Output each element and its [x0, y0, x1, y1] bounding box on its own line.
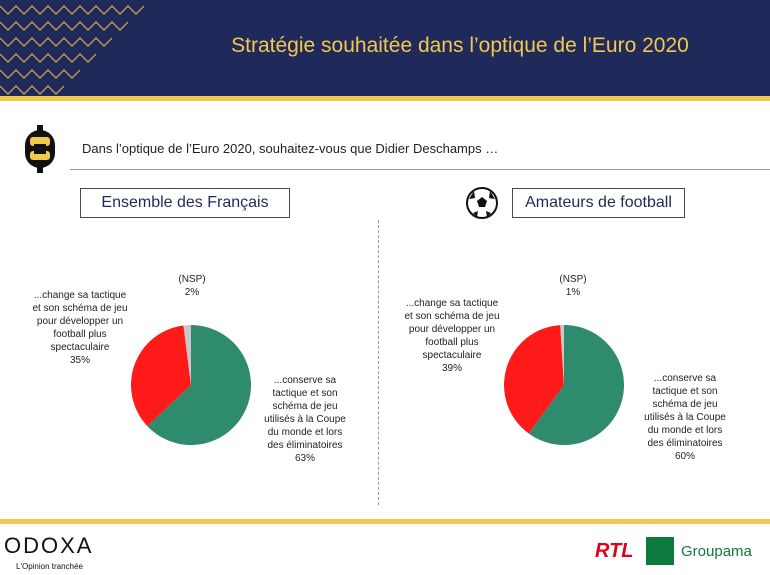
groupama-logo: Groupama	[681, 543, 752, 560]
footer-rule	[0, 519, 770, 524]
label-change-fans: ...change sa tactique et son schéma de j…	[394, 297, 510, 375]
label-line: du monde et lors	[267, 427, 343, 438]
label-line: ...change sa tactique	[33, 290, 127, 301]
odoxa-logo: ODOXA	[4, 533, 94, 558]
pie-chart-fans	[503, 325, 624, 445]
pie-slice-0	[528, 325, 624, 445]
page-title: Stratégie souhaitée dans l’optique de l’…	[231, 34, 689, 57]
odoxa-tagline: L'Opinion tranchée	[16, 562, 83, 571]
label-value: 35%	[69, 355, 90, 366]
question-text: Dans l’optique de l’Euro 2020, souhaitez…	[82, 141, 499, 156]
header-rule	[0, 96, 770, 101]
label-value: 39%	[441, 363, 462, 374]
label-line: et son schéma de jeu	[32, 303, 128, 314]
pie-slice-1	[131, 325, 191, 427]
groupama-logo-icon	[646, 537, 674, 565]
label-nsp-all: (NSP) 2%	[162, 273, 222, 299]
label-line: ...change sa tactique	[405, 298, 499, 309]
label-line: des éliminatoires	[267, 440, 343, 451]
question-rule	[70, 169, 770, 170]
label-line: spectaculaire	[50, 342, 110, 353]
label-line: utilisés à la Coupe	[644, 412, 726, 423]
pie-slice-1	[503, 325, 564, 434]
label-line: des éliminatoires	[647, 438, 723, 449]
label-line: schéma de jeu	[652, 399, 718, 410]
label-line: tactique et son	[272, 388, 338, 399]
label-line: ...conserve sa	[273, 375, 337, 386]
label-line: du monde et lors	[647, 425, 723, 436]
label-value: 2%	[184, 287, 200, 298]
label-value: 1%	[565, 287, 581, 298]
odoxa-question-icon	[25, 125, 55, 173]
label-line: pour développer un	[36, 316, 124, 327]
label-line: ...conserve sa	[653, 373, 717, 384]
label-conserve-all: ...conserve sa tactique et son schéma de…	[255, 374, 355, 465]
label-line: schéma de jeu	[272, 401, 338, 412]
label-line: et son schéma de jeu	[404, 311, 500, 322]
label-line: tactique et son	[652, 386, 718, 397]
header-pattern	[0, 5, 145, 95]
label-conserve-fans: ...conserve sa tactique et son schéma de…	[630, 372, 740, 463]
pie-slice-0	[147, 325, 251, 445]
rtl-logo: RTL	[595, 540, 634, 562]
label-line: pour développer un	[408, 324, 496, 335]
label-line: utilisés à la Coupe	[264, 414, 346, 425]
label-line: (NSP)	[559, 274, 587, 285]
label-line: football plus	[53, 329, 107, 340]
center-divider	[378, 220, 379, 505]
segment-title-all: Ensemble des Français	[80, 188, 290, 218]
pie-slice-2	[183, 325, 191, 385]
football-icon	[466, 187, 498, 219]
pie-chart-all	[131, 325, 251, 445]
label-nsp-fans: (NSP) 1%	[543, 273, 603, 299]
segment-title-fans: Amateurs de football	[512, 188, 685, 218]
label-value: 63%	[294, 453, 315, 464]
label-change-all: ...change sa tactique et son schéma de j…	[22, 289, 138, 367]
label-line: (NSP)	[178, 274, 206, 285]
pie-slice-2	[560, 325, 564, 385]
header-banner: Stratégie souhaitée dans l’optique de l’…	[0, 0, 770, 96]
label-line: spectaculaire	[422, 350, 482, 361]
label-line: football plus	[425, 337, 479, 348]
label-value: 60%	[674, 451, 695, 462]
